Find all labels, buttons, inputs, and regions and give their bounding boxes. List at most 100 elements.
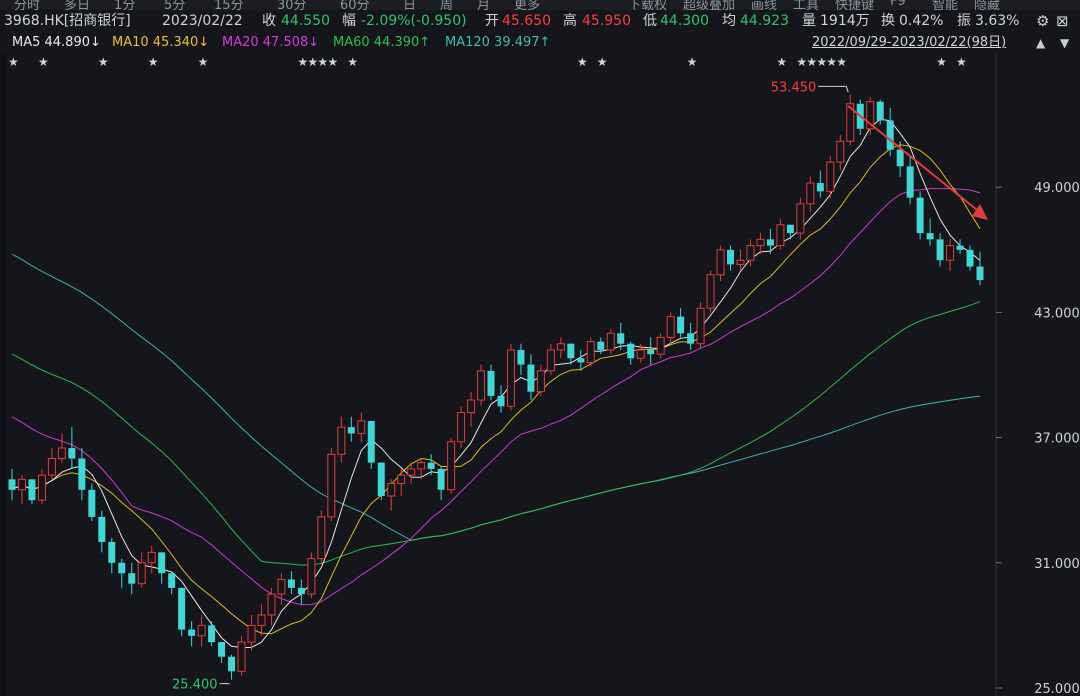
tool-7[interactable]: 隐藏 (974, 0, 1001, 10)
candle-body (896, 149, 904, 167)
tab-1[interactable]: 多日 (64, 0, 91, 10)
candle-body (228, 656, 236, 672)
candle-body (447, 441, 456, 491)
tool-5[interactable]: F9 (890, 0, 906, 9)
candle-body (716, 249, 725, 276)
candle-body (546, 349, 555, 372)
candle-body (397, 474, 406, 485)
low-value: 44.300 (660, 13, 709, 29)
candle-body (267, 593, 276, 616)
candle-body (916, 197, 924, 234)
candle-body (567, 343, 575, 359)
candle-body (98, 516, 106, 542)
event-star-icon: ★ (836, 55, 847, 69)
candle-body (147, 551, 156, 564)
tab-10[interactable]: 更多 (514, 0, 541, 10)
candle-body (527, 364, 535, 392)
candle-body (197, 624, 206, 637)
event-star-icon: ★ (347, 55, 358, 69)
candle-body (756, 238, 765, 247)
candle-body (597, 341, 605, 350)
expand-down-icon[interactable]: ▼ (1060, 36, 1070, 50)
settings-icon[interactable]: ⚙ (1036, 12, 1050, 30)
tool-1[interactable]: 超级叠加 (683, 0, 736, 10)
candle-body (47, 457, 56, 476)
ma5-legend: MA5 44.890↓ (12, 35, 101, 50)
candle-body (586, 341, 595, 363)
tool-6[interactable]: 智能 (932, 0, 959, 10)
tab-5[interactable]: 30分 (277, 0, 307, 10)
low-label: 低 (643, 13, 657, 29)
avg-label: 均 (722, 13, 736, 29)
candle-body (866, 101, 875, 130)
candle-body (606, 332, 615, 351)
candle-body (8, 479, 16, 490)
tab-9[interactable]: 月 (477, 0, 491, 10)
candle-body (876, 101, 884, 121)
trend-arrow-head (972, 204, 988, 220)
tab-6[interactable]: 60分 (340, 0, 370, 10)
tab-0[interactable]: 分时 (14, 0, 41, 10)
candle-body (816, 183, 824, 192)
candle-body (636, 349, 645, 359)
change-label: 幅 (342, 13, 356, 29)
candle-body (277, 578, 286, 595)
moving-average-legend: MA5 44.890↓ MA10 45.340↓ MA20 47.508↓ MA… (0, 32, 1080, 54)
candle-body (647, 349, 655, 355)
volume-value: 1914万 (820, 13, 870, 29)
close-label: 收 (262, 13, 276, 29)
candle-body (467, 399, 476, 414)
candle-body (307, 558, 316, 595)
candle-body (137, 562, 146, 585)
ma20-legend: MA20 47.508↓ (222, 35, 320, 50)
y-tick-label: 31.000 (1034, 557, 1080, 572)
tab-8[interactable]: 周 (440, 0, 454, 10)
tab-3[interactable]: 5分 (164, 0, 186, 10)
y-tick-label: 43.000 (1034, 306, 1080, 321)
trend-arrow-line (847, 105, 983, 215)
event-star-icon: ★ (317, 55, 328, 69)
tab-7[interactable]: 日 (403, 0, 417, 10)
left-toolbar-strip (0, 54, 6, 696)
close-icon[interactable]: ⊠ (1056, 12, 1069, 30)
event-star-icon: ★ (8, 55, 19, 69)
ma10-line (11, 144, 981, 635)
candle-body (926, 233, 934, 240)
candle-body (786, 224, 794, 234)
candle-body (517, 349, 525, 365)
tool-2[interactable]: 画线 (751, 0, 778, 10)
high-label: 高 (563, 13, 577, 29)
close-value: 44.550 (281, 13, 330, 29)
candle-body (477, 370, 486, 401)
candle-body (946, 245, 955, 261)
ma120-legend: MA120 39.497↑ (445, 35, 551, 50)
candle-body (487, 370, 495, 396)
candle-body (497, 395, 505, 407)
high-value: 45.950 (582, 13, 631, 29)
tab-2[interactable]: 1分 (114, 0, 136, 10)
candle-body (37, 474, 46, 501)
tab-4[interactable]: 15分 (214, 0, 244, 10)
candle-body (506, 349, 515, 407)
candlestick-chart: ★ ★ ★ ★ ★ ★ ★ ★ ★ ★ ★ ★ ★ ★ ★ ★ ★ ★ ★ ★ ★49.00043.00037.0003… (8, 54, 1080, 696)
event-star-icon: ★ (597, 55, 608, 69)
candle-body (806, 182, 815, 205)
candle-body (57, 447, 66, 459)
candle-body (886, 120, 894, 150)
tool-3[interactable]: 工具 (793, 0, 820, 10)
collapse-up-icon[interactable]: ▲ (1036, 36, 1046, 50)
date-range-link[interactable]: 2022/09/29-2023/02/22(98日) (812, 35, 1007, 50)
candle-body (297, 587, 305, 595)
candle-body (666, 316, 675, 338)
open-label: 开 (485, 13, 499, 29)
candle-body (656, 336, 665, 355)
tool-4[interactable]: 快捷键 (835, 0, 875, 10)
candle-body (218, 642, 226, 657)
tool-0[interactable]: 下载权 (628, 0, 668, 10)
event-star-icon: ★ (956, 55, 967, 69)
ma60-line (11, 301, 981, 566)
candle-body (936, 239, 944, 261)
candle-body (427, 462, 435, 469)
open-value: 45.650 (502, 13, 551, 29)
stock-code: 3968.HK[招商银行] (4, 13, 131, 29)
